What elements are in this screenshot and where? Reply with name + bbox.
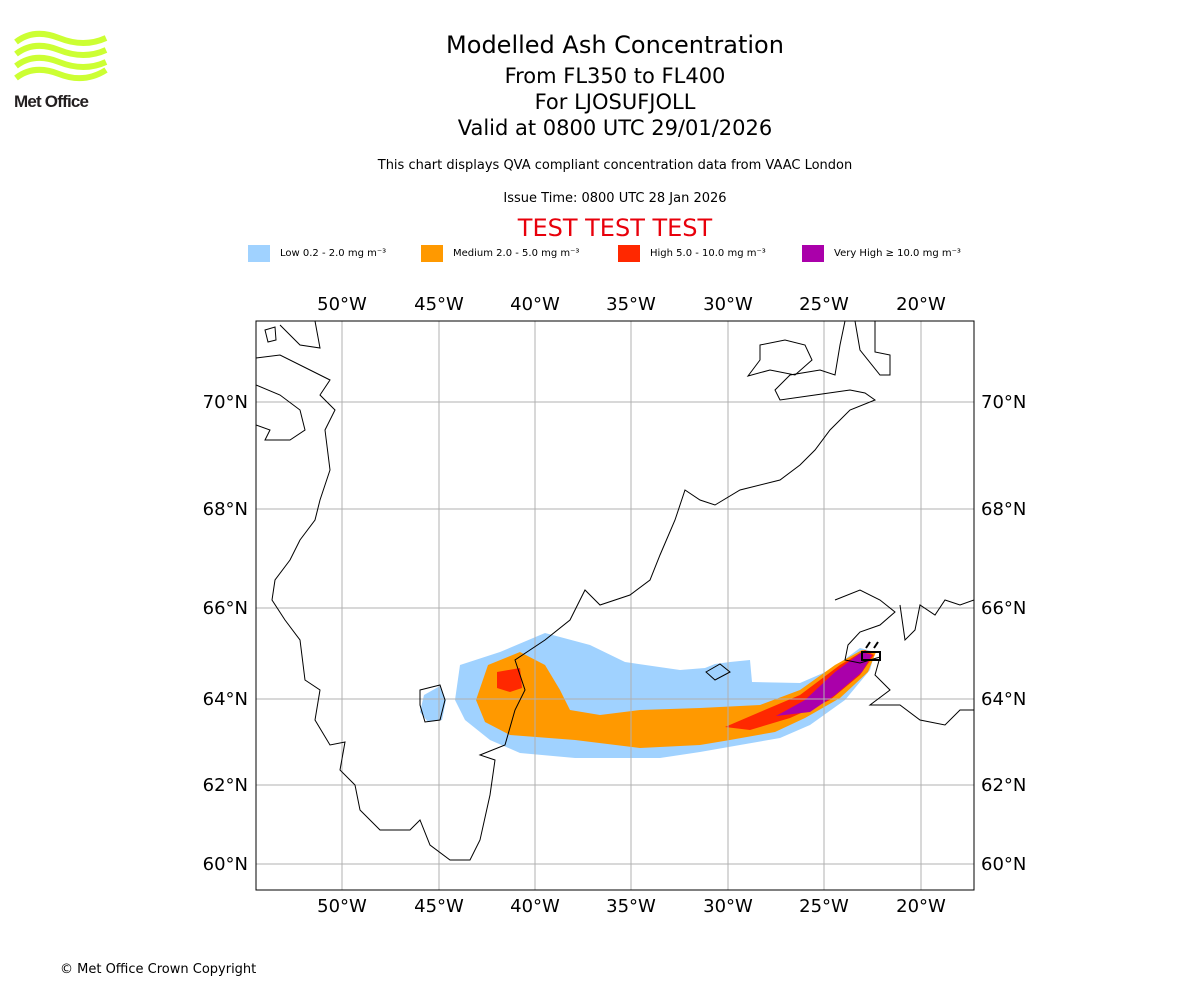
lat-label: 68°N: [203, 499, 248, 520]
ash-high-area: [497, 668, 522, 692]
graticule: [256, 321, 974, 890]
lon-labels-top: 50°W 45°W 40°W 35°W 30°W 25°W 20°W: [317, 294, 946, 315]
valid-time: Valid at 0800 UTC 29/01/2026: [457, 116, 773, 140]
lat-label: 70°N: [203, 392, 248, 413]
lon-labels-bottom: 50°W 45°W 40°W 35°W 30°W 25°W 20°W: [317, 896, 946, 917]
legend-high: High 5.0 - 10.0 mg m⁻³: [618, 245, 766, 262]
lon-label: 50°W: [317, 294, 367, 315]
lat-labels-left: 70°N 68°N 66°N 64°N 62°N 60°N: [203, 392, 248, 875]
lat-label: 68°N: [981, 499, 1026, 520]
logo-text: Met Office: [14, 92, 89, 111]
ash-medium-area: [476, 650, 876, 748]
legend-swatch: [618, 245, 640, 262]
lat-label: 60°N: [203, 854, 248, 875]
lon-label: 35°W: [606, 294, 656, 315]
test-banner: TEST TEST TEST: [517, 214, 713, 242]
flight-levels: From FL350 to FL400: [504, 64, 726, 88]
lat-label: 64°N: [981, 689, 1026, 710]
lon-label: 35°W: [606, 896, 656, 917]
lon-label: 20°W: [896, 896, 946, 917]
legend-swatch: [421, 245, 443, 262]
lon-label: 30°W: [703, 896, 753, 917]
volcano-name: For LJOSUFJOLL: [534, 90, 696, 114]
legend-swatch: [802, 245, 824, 262]
lat-label: 64°N: [203, 689, 248, 710]
lon-label: 40°W: [510, 896, 560, 917]
lon-label: 50°W: [317, 896, 367, 917]
compliance-note: This chart displays QVA compliant concen…: [377, 158, 853, 173]
legend-label: Low 0.2 - 2.0 mg m⁻³: [280, 248, 387, 259]
map-frame: [255, 320, 975, 891]
lon-label: 40°W: [510, 294, 560, 315]
legend-label: Very High ≥ 10.0 mg m⁻³: [834, 248, 961, 259]
lon-label: 30°W: [703, 294, 753, 315]
legend-label: Medium 2.0 - 5.0 mg m⁻³: [453, 248, 580, 259]
ash-high-area: [725, 650, 874, 730]
legend-very-high: Very High ≥ 10.0 mg m⁻³: [802, 245, 961, 262]
lat-label: 62°N: [203, 775, 248, 796]
issue-time: Issue Time: 0800 UTC 28 Jan 2026: [503, 191, 727, 206]
legend-label: High 5.0 - 10.0 mg m⁻³: [650, 248, 766, 259]
lon-label: 45°W: [414, 294, 464, 315]
lat-label: 66°N: [981, 598, 1026, 619]
lat-label: 66°N: [203, 598, 248, 619]
chart-title: Modelled Ash Concentration: [446, 31, 784, 59]
lat-labels-right: 70°N 68°N 66°N 64°N 62°N 60°N: [981, 392, 1026, 875]
met-office-logo-icon: [14, 30, 108, 82]
lon-label: 20°W: [896, 294, 946, 315]
legend-medium: Medium 2.0 - 5.0 mg m⁻³: [421, 245, 579, 262]
lon-label: 25°W: [799, 896, 849, 917]
legend-swatch: [248, 245, 270, 262]
lat-label: 70°N: [981, 392, 1026, 413]
legend-low: Low 0.2 - 2.0 mg m⁻³: [248, 245, 386, 262]
volcano-marker-icon: [861, 641, 881, 661]
lat-label: 62°N: [981, 775, 1026, 796]
lat-label: 60°N: [981, 854, 1026, 875]
lon-label: 25°W: [799, 294, 849, 315]
copyright: © Met Office Crown Copyright: [60, 962, 257, 977]
lon-label: 45°W: [414, 896, 464, 917]
